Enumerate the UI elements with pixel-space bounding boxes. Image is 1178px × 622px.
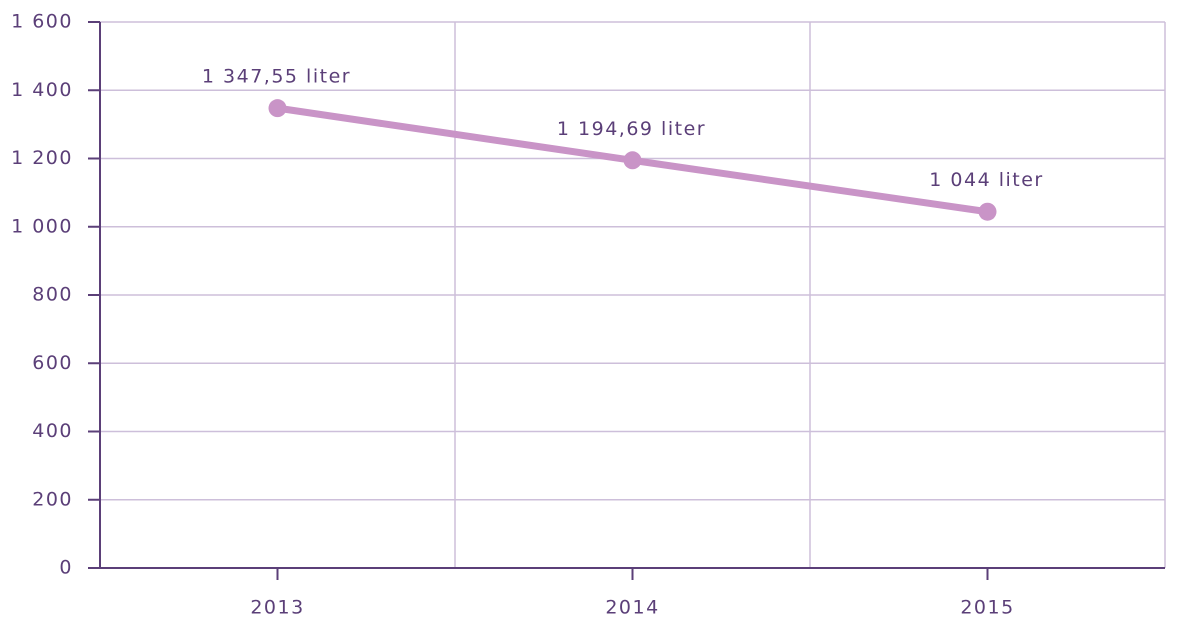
- data-label: 1 194,69 liter: [557, 118, 706, 140]
- y-tick-label: 400: [32, 420, 73, 442]
- point: [268, 99, 287, 118]
- x-tick-label: 2013: [250, 597, 304, 619]
- data-label: 1 044 liter: [929, 169, 1043, 191]
- y-tick-label: 1 400: [11, 79, 73, 101]
- point: [623, 151, 642, 170]
- x-tick-label: 2014: [605, 597, 659, 619]
- y-tick-label: 200: [32, 488, 73, 510]
- y-tick-label: 1 600: [11, 11, 73, 33]
- y-tick-label: 800: [32, 284, 73, 306]
- y-tick-label: 600: [32, 352, 73, 374]
- y-tick-label: 1 200: [11, 147, 73, 169]
- y-tick-label: 1 000: [11, 215, 73, 237]
- x-tick-label: 2015: [960, 597, 1014, 619]
- point: [978, 202, 997, 221]
- data-label: 1 347,55 liter: [202, 66, 351, 88]
- y-tick-label: 0: [59, 557, 73, 579]
